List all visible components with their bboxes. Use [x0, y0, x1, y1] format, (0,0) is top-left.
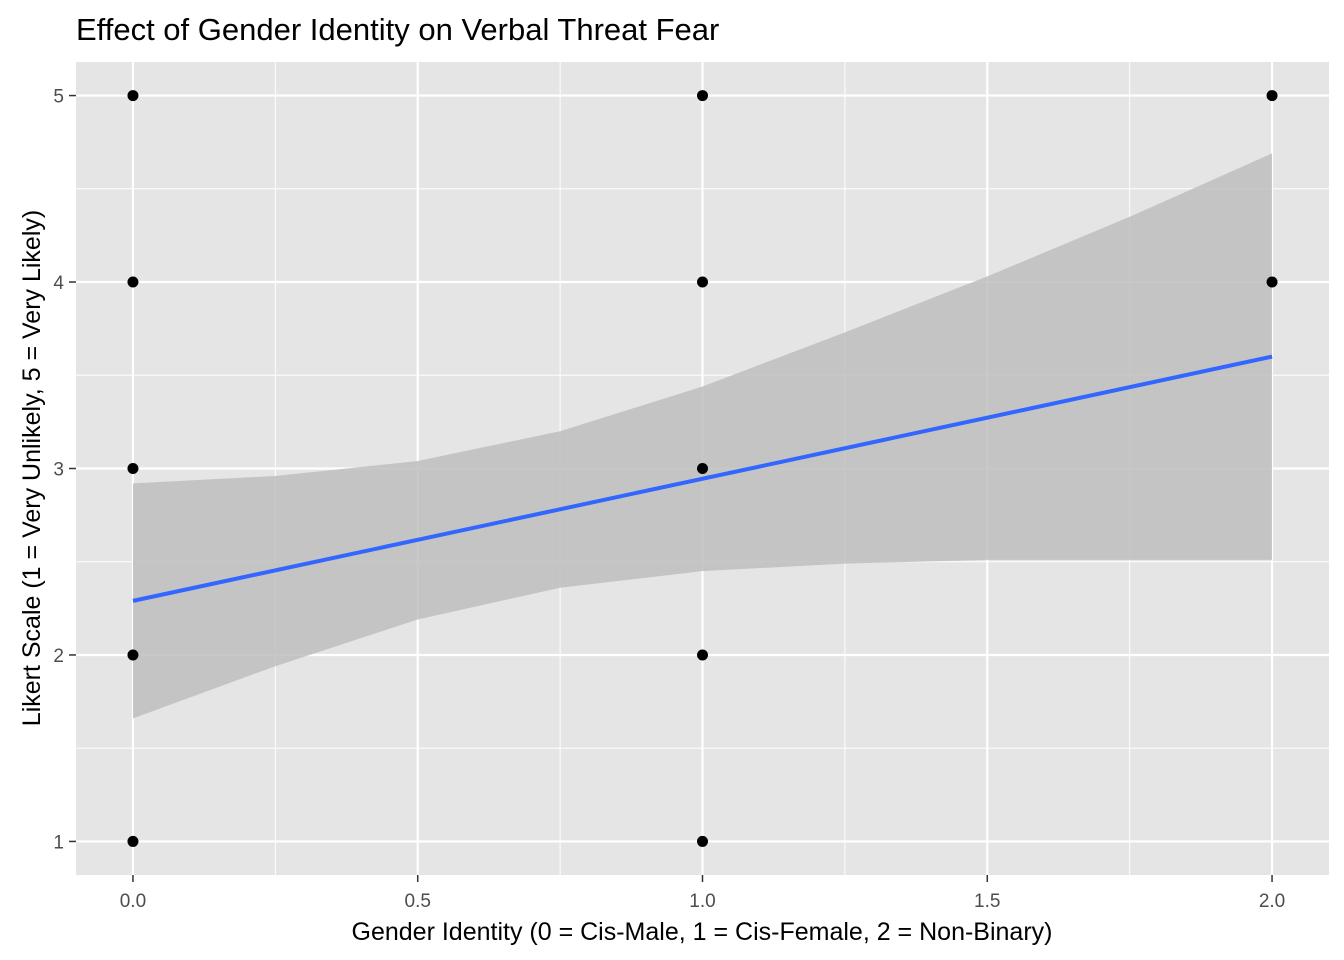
x-axis-ticks: 0.0 0.5 1.0 1.5 2.0 [120, 875, 1285, 912]
points-layer [127, 90, 1278, 847]
y-tick-label: 5 [53, 87, 64, 108]
y-axis-ticks: 1 2 3 4 5 [53, 87, 76, 853]
y-tick-label: 1 [53, 832, 64, 853]
data-point [1266, 90, 1278, 102]
y-axis-title: Likert Scale (1 = Very Unlikely, 5 = Ver… [18, 210, 46, 726]
x-axis-title: Gender Identity (0 = Cis-Male, 1 = Cis-F… [352, 918, 1053, 946]
data-point [697, 90, 708, 102]
x-tick-label: 1.5 [974, 891, 1000, 912]
fit-line-layer [132, 354, 1273, 603]
y-tick-label: 2 [53, 646, 64, 667]
y-tick-label: 3 [53, 460, 64, 481]
data-point [127, 835, 139, 847]
data-point [1266, 276, 1278, 288]
chart-title: Effect of Gender Identity on Verbal Thre… [76, 12, 719, 47]
data-point [697, 463, 708, 474]
x-tick-label: 2.0 [1259, 891, 1285, 912]
data-point [127, 90, 139, 102]
data-point [697, 276, 708, 288]
x-tick-label: 1.0 [689, 891, 715, 912]
regression-line [132, 354, 1273, 603]
data-point [127, 649, 139, 661]
data-point [697, 649, 708, 661]
data-point [697, 835, 708, 847]
x-tick-label: 0.5 [405, 891, 431, 912]
x-tick-label: 0.0 [120, 891, 146, 912]
data-point [127, 463, 139, 474]
confidence-band-layer [133, 153, 1272, 719]
confidence-band [133, 153, 1272, 719]
y-tick-label: 4 [53, 273, 64, 294]
data-point [127, 276, 139, 288]
